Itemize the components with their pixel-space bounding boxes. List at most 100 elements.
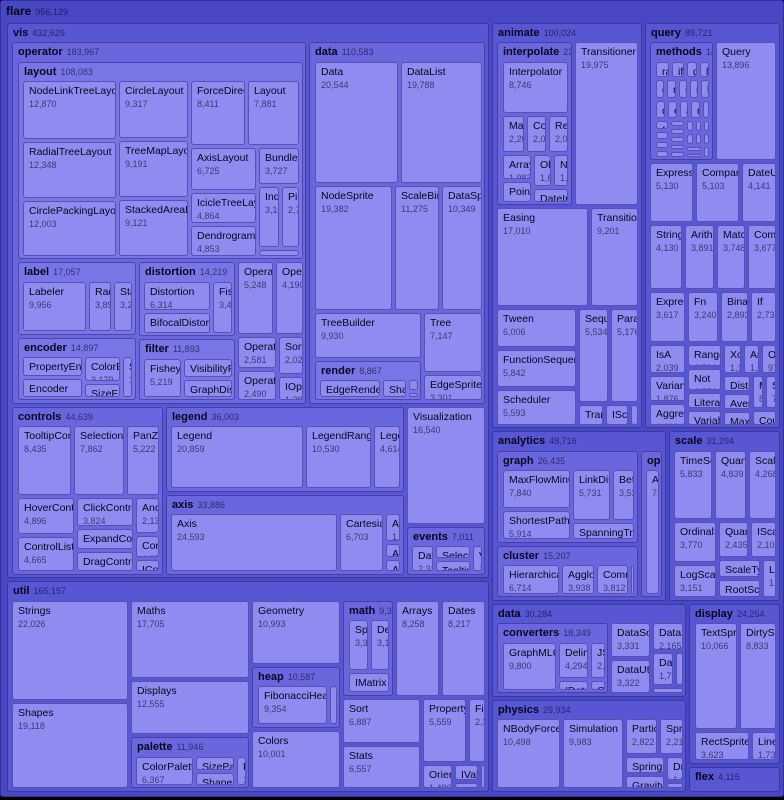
treemap-node-flare-vis-operator-layout-NodeLinkTreeLayout[interactable]: NodeLinkTreeLayout 12,870	[23, 81, 116, 139]
treemap-node-flare-display-DirtySprite[interactable]: DirtySprite 8,833	[740, 623, 776, 729]
treemap-node-flare-query-Range[interactable]: Range 1,594	[688, 345, 721, 366]
treemap-node-flare-query-methods-variance[interactable]: variance335	[671, 121, 684, 126]
treemap-node-flare-vis-data-DataSprite[interactable]: DataSprite 10,349	[442, 186, 482, 310]
treemap-node-flare-query-AggregateExpression[interactable]: AggregateExpression 1,616	[650, 404, 685, 425]
treemap-node-flare-vis-legend-Legend[interactable]: Legend 20,859	[171, 426, 303, 488]
treemap-node-flare-vis-data-ScaleBinding[interactable]: ScaleBinding 11,275	[395, 186, 439, 310]
treemap-node-flare-vis-data-render-ShapeRenderer[interactable]: ShapeRenderer2,247	[383, 380, 406, 397]
treemap-node-flare-query-methods-lt[interactable]: lt597	[701, 80, 709, 98]
treemap-node-flare-analytics-graph-MaxFlowMinCut[interactable]: MaxFlowMinCut 7,840	[503, 470, 570, 508]
treemap-node-flare-vis-operator-label-StackedAreaLabeler[interactable]: StackedAreaLabeler 3,202	[114, 282, 132, 331]
treemap-node-flare-animate-interpolate-DateInterpolator[interactable]: DateInterpolator1,375	[534, 189, 568, 202]
treemap-node-flare-data-DataField[interactable]: DataField 1,759	[653, 653, 673, 685]
treemap-node-flare-util-heap-HeapNode[interactable]: HeapNode1,233	[330, 686, 337, 724]
treemap-node-flare-vis-operator-layout-CirclePackingLayout[interactable]: CirclePackingLayout 12,003	[23, 201, 116, 256]
treemap-node-flare-vis-controls-HoverControl[interactable]: HoverControl 4,896	[18, 498, 74, 534]
treemap-node-flare-vis-operator-encoder-Encoder[interactable]: Encoder4,060	[23, 379, 82, 397]
treemap-node-flare-vis-operator-layout-TreeMapLayout[interactable]: TreeMapLayout 9,191	[119, 141, 188, 197]
treemap-node-flare-data-converters-IDataConverter[interactable]: IDataConverter1,314	[559, 681, 588, 690]
treemap-node-flare-vis-operator-layout-StackedAreaLayout[interactable]: StackedAreaLayout 9,121	[119, 200, 188, 256]
treemap-node-flare-util-Arrays[interactable]: Arrays 8,258	[396, 601, 439, 696]
treemap-node-flare-query-Query[interactable]: Query 13,896	[716, 42, 776, 160]
treemap-node-flare-scale-ScaleType[interactable]: ScaleType1,821	[719, 560, 760, 577]
treemap-node-flare-vis-operator-label-RadialLabeler[interactable]: RadialLabeler 3,899	[89, 282, 111, 331]
treemap-node-flare-query-methods-and[interactable]: and330	[671, 129, 684, 134]
treemap-node-flare-display-TextSprite[interactable]: TextSprite 10,066	[695, 623, 737, 729]
treemap-node-flare-display-LineSprite[interactable]: LineSprite 1,732	[752, 732, 776, 760]
treemap-node-flare-animate-interpolate-NumberInterpolator[interactable]: NumberInterpolator 1,382	[554, 155, 568, 186]
treemap-node-flare-vis-operator-distortion[interactable]: distortion 14,219 Distortion 6,314 BifocalDi…	[139, 262, 235, 336]
treemap-node-flare-vis-legend-LegendItem[interactable]: LegendItem 4,614	[374, 426, 400, 488]
treemap-node-flare-vis-operator-layout-ForceDirectedLayout[interactable]: ForceDirectedLayout 8,411	[191, 81, 245, 145]
treemap-node-flare-scale-IScaleMap[interactable]: IScaleMap 2,105	[751, 522, 776, 557]
treemap-node-flare-vis-data-render-ArrowType[interactable]: ArrowType698	[409, 380, 418, 390]
treemap-node-flare-vis-Visualization[interactable]: Visualization 16,540	[407, 407, 485, 524]
treemap-node-flare-vis-data-render-IRenderer[interactable]: IRenderer353	[409, 393, 418, 397]
treemap-node-flare-util-IValueProxy[interactable]: IValueProxy874	[455, 765, 478, 780]
treemap-node-flare-util-Strings[interactable]: Strings 22,026	[12, 601, 128, 700]
treemap-node-flare-vis-controls-ClickControl[interactable]: ClickControl 3,824	[77, 498, 133, 526]
treemap-node-flare-scale-QuantileScale[interactable]: QuantileScale 2,435	[719, 522, 748, 557]
treemap-node-flare-vis-events-TooltipEvent[interactable]: TooltipEvent1,701	[436, 561, 470, 571]
treemap-node-flare-vis-data-Tree[interactable]: Tree 7,147	[424, 313, 482, 372]
treemap-node-flare-vis-events-VisualizationEvent[interactable]: VisualizationEvent1,117	[473, 546, 482, 571]
treemap-node-flare-util-math-IMatrix[interactable]: IMatrix 2,815	[349, 673, 389, 692]
treemap-node-flare-vis-legend-LegendRange[interactable]: LegendRange 10,530	[306, 426, 371, 488]
treemap-node-flare-vis-operator-OperatorSwitch[interactable]: OperatorSwitch 2,581	[238, 337, 276, 368]
treemap-node-flare-vis-operator-filter-GraphDistanceFilter[interactable]: GraphDistanceFilter3,165	[184, 380, 232, 397]
treemap-node-flare-vis-data-TreeBuilder[interactable]: TreeBuilder 9,930	[315, 313, 421, 358]
treemap-node-flare-scale-OrdinalScale[interactable]: OrdinalScale 3,770	[674, 522, 716, 562]
treemap-node-flare-query-methods-fn[interactable]: fn460	[656, 121, 668, 129]
treemap-node-flare-vis-controls-SelectionControl[interactable]: SelectionControl 7,862	[74, 426, 124, 495]
treemap-node-flare-util-math-SparseMatrix[interactable]: SparseMatrix 3,366	[349, 620, 368, 670]
treemap-node-flare-animate-interpolate-PointInterpolator[interactable]: PointInterpolator 1,675	[503, 182, 531, 202]
treemap-node-flare-query-Variance[interactable]: Variance 1,876	[650, 376, 685, 401]
treemap-node-flare-animate-interpolate-ArrayInterpolator[interactable]: ArrayInterpolator 1,983	[503, 155, 531, 179]
treemap-node-flare-analytics-optimization-AspectRatioBanker[interactable]: AspectRatioBanker 7,074	[646, 470, 659, 594]
treemap-node-flare-vis-data[interactable]: data 110,583 Data 20,544 DataList 19,788 NodeS…	[309, 42, 485, 404]
treemap-node-flare-vis-operator-filter-FisheyeTreeFilter[interactable]: FisheyeTreeFilter 5,219	[144, 359, 181, 397]
treemap-node-flare-query-methods-mod[interactable]: mod591	[691, 101, 700, 118]
treemap-node-flare-vis-operator-encoder-PropertyEncoder[interactable]: PropertyEncoder 4,138	[23, 357, 82, 376]
treemap-node-flare-vis-controls-TooltipControl[interactable]: TooltipControl 8,435	[18, 426, 71, 495]
treemap-node-flare-query-methods-div[interactable]: div595	[656, 101, 665, 118]
treemap-node-flare-util-math-DenseMatrix[interactable]: DenseMatrix 3,165	[371, 620, 389, 670]
treemap-node-flare-query-methods-min[interactable]: min283	[704, 134, 709, 144]
treemap-node-flare-scale-LogScale[interactable]: LogScale 3,151	[674, 565, 716, 597]
treemap-node-flare-query-BinaryExpression[interactable]: BinaryExpression 2,893	[721, 292, 748, 342]
treemap-node-flare-query-methods-mul[interactable]: mul603	[667, 80, 676, 98]
treemap-node-flare-query-ExpressionIterator[interactable]: ExpressionIterator 3,617	[650, 292, 685, 342]
treemap-node-flare-query-StringUtil[interactable]: StringUtil 4,130	[650, 225, 682, 289]
treemap-node-flare-vis-operator-layout-RandomLayout[interactable]: RandomLayout870	[259, 250, 299, 256]
treemap-node-flare-util-IEvaluable[interactable]: IEvaluable335	[481, 765, 485, 788]
treemap-node-flare-query-CompositeExpression[interactable]: CompositeExpression 3,677	[748, 225, 776, 289]
treemap-node-flare-animate-interpolate[interactable]: interpolate23,081 Interpolator 8,746 Matrix…	[497, 42, 572, 205]
treemap-node-flare-vis-controls-Control[interactable]: Control 1,353	[136, 536, 159, 557]
treemap-node-flare-vis-controls-PanZoomControl[interactable]: PanZoomControl 5,222	[127, 426, 159, 495]
treemap-node-flare-util-palette-ColorPalette[interactable]: ColorPalette 6,367	[136, 757, 193, 785]
treemap-node-flare-query-Maximum[interactable]: Maximum843	[724, 412, 750, 425]
treemap-node-flare-vis-operator-distortion-FisheyeDistortion[interactable]: FisheyeDistortion 3,444	[213, 282, 232, 333]
treemap-node-flare-query-methods-neq[interactable]: neq599	[690, 80, 698, 98]
treemap-node-flare-query-methods-eq[interactable]: eq594	[668, 101, 677, 118]
treemap-node-flare-vis-operator-layout-IcicleTreeLayout[interactable]: IcicleTreeLayout 4,864	[191, 193, 256, 223]
treemap-node-flare-flex[interactable]: flex 4,116	[689, 767, 780, 792]
treemap-node-flare-query-Xor[interactable]: Xor 1,101	[724, 345, 741, 373]
treemap-node-flare-util-IPredicate[interactable]: IPredicate383	[455, 783, 478, 788]
treemap-node-flare-vis-operator-OperatorSequence[interactable]: OperatorSequence 4,190	[276, 262, 303, 334]
treemap-node-flare-display-RectSprite[interactable]: RectSprite 3,623	[695, 732, 749, 760]
treemap-node-flare-util-Shapes[interactable]: Shapes 19,118	[12, 703, 128, 788]
treemap-node-flare-vis-events-SelectionEvent[interactable]: SelectionEvent1,880	[436, 546, 470, 558]
treemap-node-flare-util-palette-SizePalette[interactable]: SizePalette2,291	[196, 757, 234, 770]
treemap-node-flare-scale-QuantitativeScale[interactable]: QuantitativeScale 4,839	[715, 451, 746, 519]
treemap-node-flare-query-And[interactable]: And 1,027	[744, 345, 759, 373]
treemap-node-flare-analytics-cluster-HierarchicalCluster[interactable]: HierarchicalCluster 6,714	[503, 565, 559, 594]
treemap-node-flare-vis-events-DataEvent[interactable]: DataEvent 2,313	[412, 546, 433, 571]
treemap-node-flare-vis-axis[interactable]: axis33,886Axis24,593CartesianAxes6,703Ax…	[166, 495, 404, 575]
treemap-node-flare-data-converters-GraphMLConverter[interactable]: GraphMLConverter 9,800	[503, 643, 556, 690]
